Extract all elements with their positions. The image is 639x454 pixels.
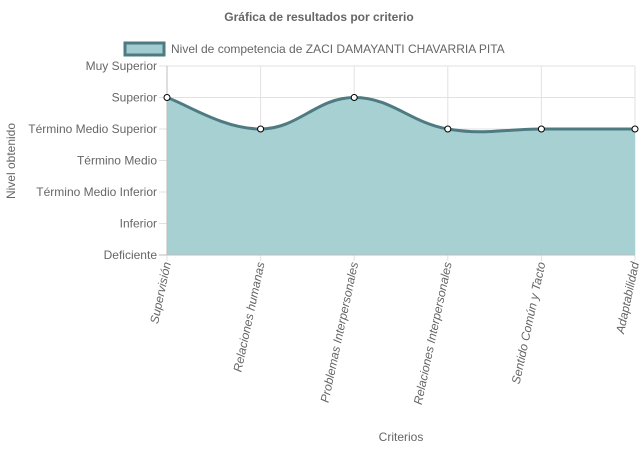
legend-label: Nivel de competencia de ZACI DAMAYANTI C…: [171, 42, 505, 56]
data-point[interactable]: [444, 125, 452, 133]
series-line: [166, 95, 635, 134]
legend[interactable]: Nivel de competencia de ZACI DAMAYANTI C…: [123, 41, 505, 57]
y-tick-label: Término Medio Inferior: [36, 185, 157, 199]
data-point[interactable]: [350, 94, 358, 101]
x-tick-label: Sentido Común y Tacto: [509, 260, 549, 385]
data-point[interactable]: [537, 125, 545, 133]
y-tick-label: Término Medio: [77, 154, 157, 168]
legend-swatch: [123, 41, 166, 57]
area-layer: [166, 95, 635, 255]
y-tick-label: Deficiente: [104, 248, 158, 262]
x-axis-label: Criterios: [379, 430, 424, 444]
y-tick-label: Superior: [112, 91, 157, 105]
y-axis-label: Nivel obtenido: [4, 123, 18, 199]
y-tick-label: Inferior: [120, 217, 157, 231]
x-tick-label: Relaciones Interpersonales: [411, 261, 455, 406]
y-tick-label: Muy Superior: [86, 59, 157, 73]
chart-title: Gráfica de resultados por criterio: [224, 10, 413, 24]
data-point[interactable]: [631, 125, 639, 133]
x-tick-label: Relaciones humanas: [231, 261, 268, 374]
x-tick-label: Problemas Interpersonales: [318, 261, 362, 404]
y-tick-label: Término Medio Superior: [28, 122, 157, 136]
data-point[interactable]: [257, 125, 265, 133]
series-area: [167, 97, 635, 255]
data-point[interactable]: [163, 94, 171, 101]
data-points: [163, 94, 639, 133]
x-tick-label: Adaptabilidad: [613, 260, 639, 335]
x-tick-label: Supervisión: [147, 260, 174, 325]
